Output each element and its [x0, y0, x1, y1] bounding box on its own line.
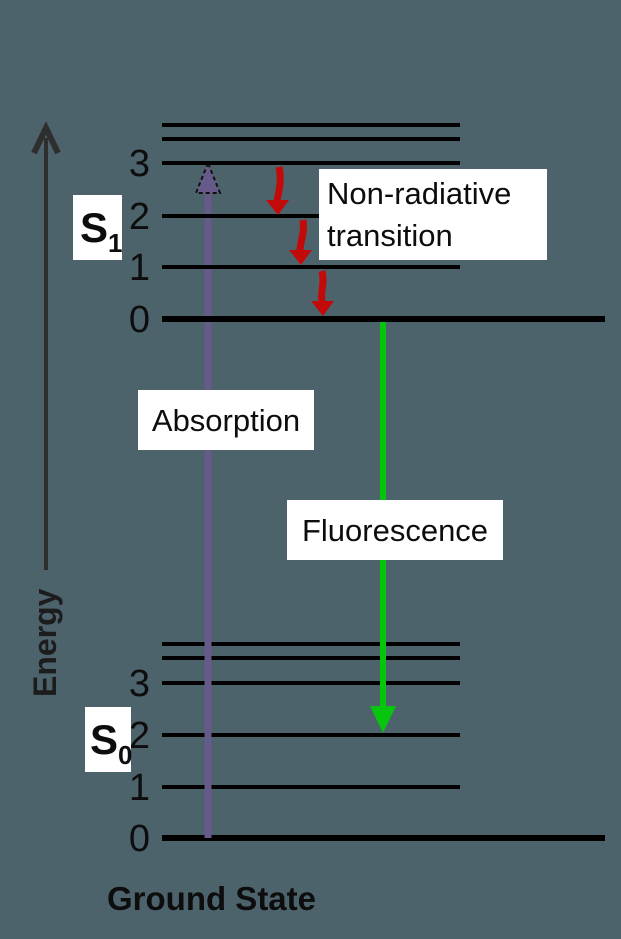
- non-radiative-label-line2: transition: [327, 218, 453, 253]
- fluorescence-label-group: Fluorescence: [287, 500, 503, 560]
- absorption-label: Absorption: [152, 403, 300, 438]
- non-radiative-arrow-3-shaft: [318, 270, 327, 303]
- s0-level-0-label: 0: [129, 818, 150, 860]
- non-radiative-label-line1: Non-radiative: [327, 176, 511, 211]
- energy-axis-label: Energy: [27, 588, 63, 697]
- absorption-arrowhead: [194, 160, 222, 194]
- s1-level-3-label: 3: [129, 143, 150, 185]
- non-radiative-arrow-1-head: [266, 200, 289, 215]
- non-radiative-label-group: Non-radiative transition: [319, 169, 547, 260]
- non-radiative-arrow-2-head: [289, 250, 312, 265]
- s1-state-label-group: S1: [73, 195, 122, 260]
- s0-state-label-group: S0: [85, 707, 132, 772]
- fluorescence-arrowhead: [370, 706, 396, 733]
- absorption-label-box: [138, 390, 314, 450]
- s0-level-3-label: 3: [129, 663, 150, 705]
- non-radiative-arrow-3-head: [311, 301, 334, 316]
- s0-level-2-label: 2: [129, 715, 150, 757]
- s0-level-1-label: 1: [129, 767, 150, 809]
- s1-level-0-label: 0: [129, 299, 150, 341]
- energy-axis-arrowhead-icon: [31, 121, 61, 155]
- non-radiative-arrows: [266, 166, 334, 316]
- s0-state-levels: 3 2 1 0: [129, 642, 605, 860]
- non-radiative-label-box: [319, 169, 547, 260]
- fluorescence-label: Fluorescence: [302, 513, 488, 548]
- s1-level-2-label: 2: [129, 196, 150, 238]
- s0-state-label: S0: [90, 716, 132, 770]
- non-radiative-arrow-2-shaft: [296, 219, 307, 252]
- fluorescence-label-box: [287, 500, 503, 560]
- ground-state-label: Ground State: [107, 880, 316, 917]
- energy-axis: Energy: [27, 121, 63, 697]
- absorption-label-group: Absorption: [138, 390, 314, 450]
- non-radiative-arrow-1-shaft: [273, 166, 284, 202]
- s1-level-1-label: 1: [129, 247, 150, 289]
- s0-state-box: [85, 707, 131, 772]
- s1-state-box: [73, 195, 122, 260]
- s1-state-label: S1: [80, 204, 122, 258]
